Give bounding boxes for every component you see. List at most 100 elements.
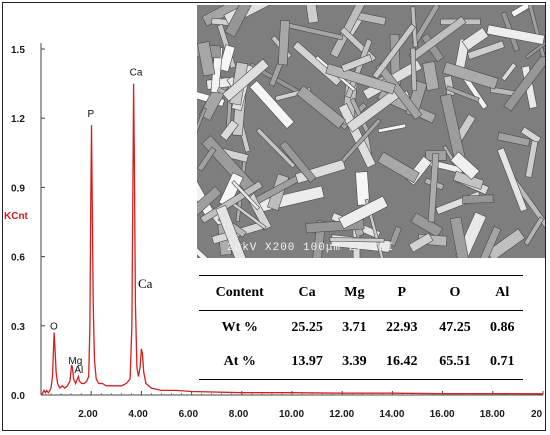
sem-crystal-plate	[340, 118, 382, 163]
sem-crystal-plate	[500, 62, 517, 82]
sem-crystal-plate	[450, 151, 480, 180]
sem-crystal-plate	[231, 180, 260, 211]
spectrum-line	[40, 83, 544, 396]
y-tick-label: 0.9	[11, 183, 25, 194]
sem-crystal-plate	[461, 27, 489, 51]
table-cell: 0.86	[490, 320, 515, 335]
composition-table-container: Content Ca Mg P O Al Wt % 25.25 3.71 22.…	[199, 275, 523, 387]
table-row: At % 13.97 3.39 16.42 65.51 0.71	[199, 345, 523, 380]
edx-spectrum-chart: 0.0 0.3 0.6 0.9 1.2 1.5 2.00 4.00 6.00 8.00 10.00 1…	[4, 43, 544, 420]
sem-crystal-plate	[525, 140, 539, 178]
sem-crystal-plate	[410, 47, 417, 92]
figure-frame: 0.0 0.3 0.6 0.9 1.2 1.5 2.00 4.00 6.00 8.00 10.00 1…	[2, 2, 546, 431]
sem-crystal-plate	[338, 103, 377, 169]
y-tick-label: 1.2	[11, 114, 25, 125]
sem-crystal-plate	[372, 23, 417, 80]
table-cell: At %	[223, 354, 256, 369]
sem-crystal-plate	[449, 216, 469, 258]
sem-crystal-plate	[197, 232, 220, 258]
sem-crystal-plate	[197, 41, 216, 77]
sem-crystal-plate	[197, 107, 207, 150]
sem-crystal-plate	[296, 85, 346, 129]
sem-crystal-plate	[338, 195, 389, 230]
sem-crystal-plate	[408, 232, 434, 253]
table-cell: Wt %	[221, 320, 258, 335]
peak-label: Al	[74, 365, 83, 376]
outside-peak-label: Ca	[138, 276, 153, 291]
sem-crystal-plate	[222, 58, 270, 102]
y-tick-label: 0.3	[11, 322, 25, 333]
peak-label: Ca	[130, 68, 143, 79]
table-cell: 0.71	[490, 354, 515, 369]
header-cell: Al	[495, 285, 510, 300]
sem-crystal-plate	[224, 5, 263, 38]
table-cell: 3.39	[342, 354, 367, 369]
peak-label: Mg	[68, 356, 82, 367]
sem-crystal-plate	[486, 24, 545, 45]
header-cell: P	[397, 285, 406, 300]
x-tick-label: 10.00	[279, 409, 304, 420]
header-cell: Ca	[298, 285, 316, 300]
table-cell: 47.25	[439, 320, 471, 335]
sem-crystal-plate	[377, 123, 407, 133]
x-tick-label: 6.00	[179, 409, 199, 420]
sem-crystal-plate	[197, 146, 217, 172]
sem-crystal-plate	[305, 5, 319, 24]
peak-label: P	[87, 109, 94, 120]
table-cell: 13.97	[291, 354, 323, 369]
sem-crystal-plate	[496, 147, 528, 213]
sem-crystal-plate	[201, 135, 260, 198]
sem-crystal-plate	[364, 198, 387, 258]
sem-crystal-plate	[329, 5, 371, 59]
table-header-row: Content Ca Mg P O Al	[199, 275, 523, 311]
sem-crystal-plate	[388, 225, 402, 247]
sem-crystal-plate	[485, 228, 526, 258]
table-cell: 3.71	[342, 320, 367, 335]
sem-crystal-plate	[277, 20, 290, 66]
x-tick-label: 18.00	[480, 409, 505, 420]
sem-crystal-plate	[355, 171, 370, 206]
sem-crystal-plate	[497, 132, 531, 147]
sem-crystal-plate	[200, 180, 263, 224]
table-cell: 22.93	[385, 320, 418, 335]
sem-crystal-plate	[309, 220, 327, 258]
sem-crystal-plate	[477, 226, 502, 258]
sem-scale-bar-text: 20kV X200 100μm 27 SEI	[227, 242, 395, 254]
sem-crystal-plate	[503, 52, 545, 112]
x-tick-label: 8.00	[229, 409, 249, 420]
sem-crystal-plate	[461, 194, 494, 204]
x-tick-label: 12.00	[329, 409, 354, 420]
x-tick-label: 14.00	[379, 409, 404, 420]
sem-crystal-plate	[375, 62, 423, 120]
header-cell: O	[449, 285, 461, 300]
x-tick-label: 2.00	[78, 409, 98, 420]
x-tick-label: 4.00	[128, 409, 148, 420]
sem-crystal-plate	[345, 38, 373, 99]
sem-crystal-plate	[377, 151, 420, 184]
sem-crystal-plate	[466, 40, 505, 60]
header-cell: Mg	[344, 285, 365, 300]
table-cell: 16.42	[385, 354, 418, 369]
sem-crystal-plate	[524, 40, 545, 60]
sem-crystal-plate	[279, 140, 317, 183]
y-axis-label: KCnt	[4, 211, 29, 222]
sem-crystal-plate	[197, 186, 222, 222]
y-tick-label: 1.5	[11, 45, 25, 56]
x-tick-label: 16.00	[430, 409, 455, 420]
sem-crystal-plate	[520, 126, 542, 144]
sem-crystal-plate	[218, 44, 236, 73]
table-cell: 65.51	[439, 354, 471, 369]
composition-table: Content Ca Mg P O Al Wt % 25.25 3.71 22.…	[199, 275, 523, 380]
sem-micrograph: 20kV X200 100μm 27 SEI	[197, 5, 545, 258]
y-tick-label: 0.6	[11, 253, 25, 264]
sem-crystal-plate	[329, 237, 385, 243]
peak-label: O	[50, 321, 58, 332]
sem-crystal-plate	[422, 61, 440, 91]
sem-crystal-plate	[219, 119, 239, 141]
x-tick-label: 20	[531, 409, 543, 420]
header-cell: Content	[215, 285, 264, 300]
sem-crystal-plate	[445, 85, 480, 103]
sem-crystal-plate	[325, 63, 396, 95]
y-tick-label: 0.0	[11, 391, 25, 402]
